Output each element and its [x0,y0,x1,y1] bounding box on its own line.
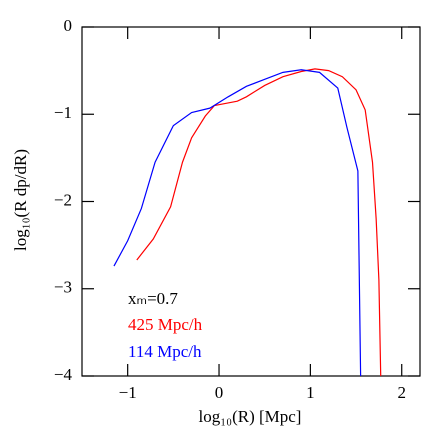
x-axis-label: log₁₀(R) [Mpc] [199,407,302,426]
line [113,69,362,377]
annotation: xₘ=0.7 [128,289,178,308]
y-tick-label: −1 [54,103,72,122]
x-tick-label: 0 [215,383,224,402]
y-axis-label: log₁₀(R dp/dR) [11,149,30,251]
y-tick-label: −3 [54,278,72,297]
line [136,68,382,377]
x-tick-label: 2 [397,383,406,402]
x-tick-label: −1 [119,383,137,402]
legend-label: 114 Mpc/h [128,342,202,361]
y-tick-label: −4 [54,365,73,384]
legend-label: 425 Mpc/h [128,315,203,334]
x-tick-label: 1 [306,383,315,402]
y-tick-label: −2 [54,190,72,209]
y-tick-label: 0 [64,16,73,35]
